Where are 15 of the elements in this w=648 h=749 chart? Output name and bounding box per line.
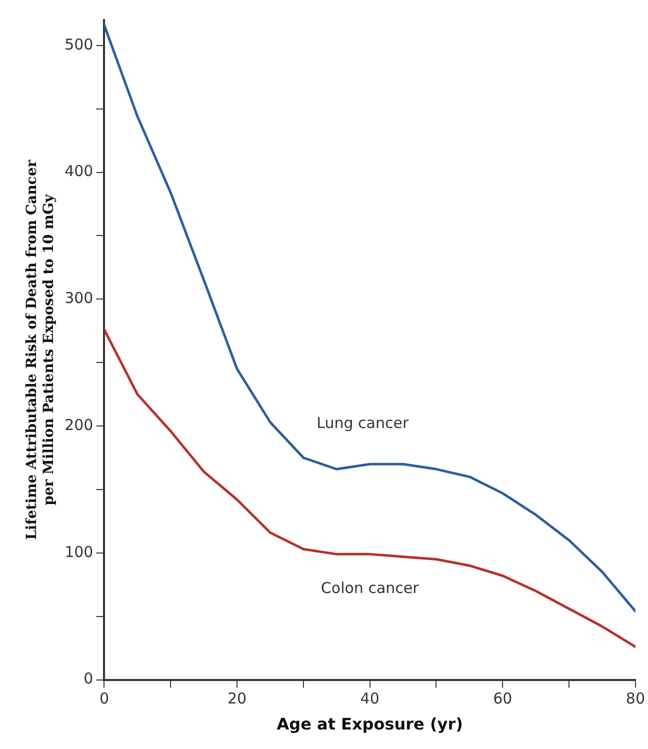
y-axis-title: Lifetime Attributable Risk of Death from Cancer per Million Patients Exposed to 10 mGy: [24, 159, 57, 540]
y-tick-label: 200: [64, 416, 94, 434]
y-tick-label: 400: [64, 162, 94, 180]
series-label: Colon cancer: [320, 579, 420, 598]
x-tick-label: 80: [626, 690, 646, 708]
y-tick-label: 100: [64, 542, 94, 561]
y-tick-label: 500: [64, 35, 94, 54]
y-tick-label: 0: [84, 670, 94, 688]
series-label: Lung cancer: [316, 414, 410, 432]
x-tick-label: 40: [360, 690, 380, 708]
x-tick-label: 20: [227, 690, 247, 708]
y-tick-label: 300: [64, 289, 94, 308]
x-tick-label: 60: [493, 690, 512, 708]
x-axis-title: Age at Exposure (yr): [276, 714, 463, 734]
x-tick-label: 0: [99, 690, 110, 708]
